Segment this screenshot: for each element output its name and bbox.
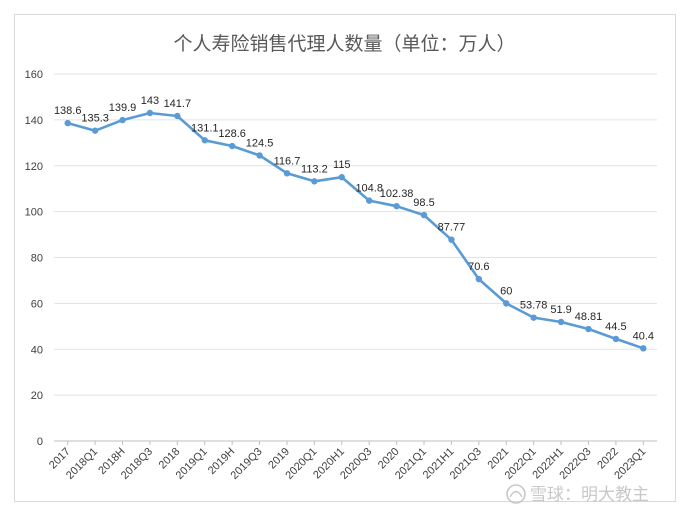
data-point [256,152,263,159]
data-label: 115 [333,159,351,171]
data-point [503,300,510,307]
data-label: 40.4 [633,330,654,342]
snowball-logo-icon [506,484,526,504]
data-point [283,170,291,177]
data-point [174,112,181,120]
data-point [393,202,400,210]
data-point [448,236,455,243]
data-point [585,325,592,333]
data-label: 98.5 [413,197,434,209]
y-tick-label: 140 [25,115,43,127]
gridlines [54,73,657,442]
data-label: 139.9 [109,102,137,114]
data-point [146,109,154,117]
data-label: 113.2 [301,163,328,175]
y-tick-label: 40 [31,344,43,356]
watermark-text: 雪球：明大教主 [530,485,649,505]
data-point [64,119,71,127]
data-points [64,109,647,352]
data-label: 87.77 [438,222,466,234]
y-tick-label: 160 [25,69,43,81]
chart-title: 个人寿险销售代理人数量（单位：万人） [173,33,515,55]
data-point [530,314,537,321]
data-label: 51.9 [550,304,571,316]
data-point [640,345,647,352]
data-label: 116.7 [274,155,301,167]
y-tick-label: 120 [25,161,43,173]
data-label: 135.3 [81,113,109,125]
data-point [420,211,428,219]
data-point [475,275,483,283]
data-point [228,142,236,150]
data-label: 143 [141,95,159,107]
data-point [366,197,373,204]
data-point [557,318,565,326]
data-label: 44.5 [605,321,626,333]
data-label: 60 [500,285,512,297]
data-label: 102.38 [380,188,414,200]
series-line [67,111,644,350]
data-label: 138.6 [54,105,82,117]
y-tick-label: 0 [37,436,43,448]
data-label: 104.8 [355,183,383,195]
y-axis: 0 20 40 60 80 100 120 140 160 [25,69,43,448]
data-label: 124.5 [246,137,274,149]
data-point [201,137,208,144]
data-point [119,116,126,124]
data-label: 48.81 [575,311,603,323]
y-tick-label: 100 [25,207,43,219]
data-label: 128.6 [218,128,246,140]
data-point [311,178,318,185]
y-tick-label: 20 [31,390,43,402]
y-tick-label: 80 [31,253,43,265]
data-label: 131.1 [191,122,219,134]
watermark: 雪球：明大教主 [506,484,649,505]
y-tick-label: 60 [31,298,43,310]
data-label: 53.78 [520,300,548,312]
data-label: 141.7 [164,98,192,110]
data-point [91,127,99,134]
data-point [338,174,345,181]
data-label: 70.6 [468,261,489,273]
data-point [612,335,620,343]
